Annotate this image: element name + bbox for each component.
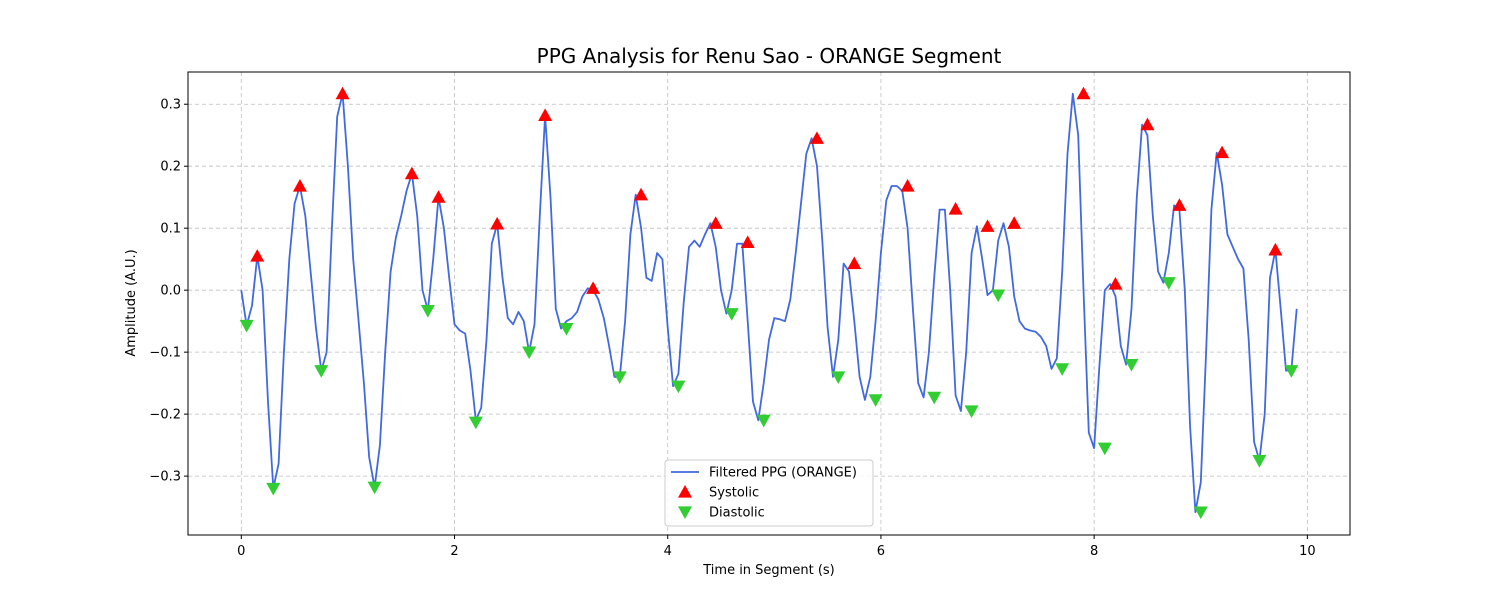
diastolic-trough-marker	[522, 346, 537, 360]
systolic-peak-marker	[1007, 216, 1022, 229]
systolic-peak-marker	[292, 179, 307, 192]
systolic-peak-marker	[900, 179, 915, 192]
systolic-peak-marker	[948, 201, 963, 215]
legend: Filtered PPG (ORANGE) Systolic Diastolic	[664, 459, 874, 527]
ppg-line-layer	[240, 92, 1298, 513]
legend-box	[664, 459, 874, 527]
systolic-peak-marker	[740, 235, 755, 249]
diastolic-trough-marker	[239, 319, 254, 333]
y-tick-label: 0.0	[160, 284, 181, 299]
diastolic-trough-marker	[266, 482, 281, 496]
legend-entry-label: Diastolic	[709, 506, 765, 521]
diastolic-trough-marker	[1097, 442, 1112, 456]
y-axis-label: Amplitude (A.U.)	[124, 249, 139, 356]
y-tick-label: −0.1	[149, 346, 181, 361]
diastolic-trough-marker	[927, 391, 942, 405]
systolic-peak-marker	[431, 190, 446, 203]
diastolic-trough-marker	[868, 394, 883, 407]
y-tick-label: −0.3	[149, 470, 181, 485]
diastolic-trough-marker	[1161, 277, 1176, 290]
diastolic-trough-marker	[367, 481, 382, 495]
diastolic-trough-marker	[1284, 365, 1299, 378]
x-tick-label: 8	[1090, 544, 1098, 559]
systolic-peak-marker	[335, 86, 350, 100]
ppg-signal-line	[240, 92, 1298, 513]
systolic-peak-marker	[1268, 242, 1283, 256]
legend-entry-label: Systolic	[709, 486, 759, 501]
diastolic-trough-marker	[1124, 358, 1139, 372]
systolic-peak-marker	[1108, 276, 1123, 290]
systolic-peak-marker	[490, 216, 505, 230]
legend-diastolic-swatch	[678, 506, 692, 519]
x-tick-label: 6	[877, 544, 885, 559]
systolic-peak-marker	[250, 249, 265, 262]
diastolic-trough-marker	[314, 365, 329, 378]
diastolic-trough-marker	[559, 323, 574, 336]
legend-systolic-swatch	[678, 485, 692, 498]
diastolic-trough-marker	[1193, 506, 1208, 520]
systolic-peak-marker	[1172, 198, 1187, 211]
diastolic-trough-marker	[468, 416, 483, 430]
systolic-peak-marker	[634, 187, 649, 201]
y-tick-label: 0.2	[160, 160, 181, 175]
x-axis-label: Time in Segment (s)	[702, 563, 834, 578]
x-tick-label: 10	[1299, 544, 1316, 559]
systolic-peak-marker	[847, 256, 862, 270]
x-tick-label: 4	[664, 544, 672, 559]
systolic-peak-marker	[1215, 145, 1230, 159]
x-tick-label: 2	[450, 544, 458, 559]
systolic-peak-marker	[538, 108, 553, 121]
diastolic-trough-marker	[1252, 455, 1267, 468]
diastolic-trough-marker	[756, 414, 771, 428]
systolic-peak-marker	[404, 166, 419, 180]
diastolic-trough-marker	[964, 405, 979, 419]
diastolic-trough-marker	[831, 371, 846, 384]
systolic-peak-marker	[1076, 86, 1091, 100]
diastolic-trough-marker	[612, 371, 627, 384]
systolic-peak-marker	[809, 131, 824, 144]
diastolic-trough-marker	[1055, 363, 1070, 376]
axis-ticks: 0 2 4 6 8 10 −0.3 −0.2 −0.1 0.0 0.1 0.2 0.3	[149, 98, 1315, 559]
y-tick-label: 0.3	[160, 98, 181, 113]
y-tick-label: 0.1	[160, 222, 181, 237]
systolic-peak-marker	[1140, 117, 1155, 131]
diastolic-trough-marker	[991, 289, 1006, 303]
legend-entry-label: Filtered PPG (ORANGE)	[709, 466, 857, 481]
systolic-peak-marker	[708, 216, 723, 229]
systolic-peak-marker	[586, 281, 601, 294]
chart-title: PPG Analysis for Renu Sao - ORANGE Segme…	[537, 44, 1002, 68]
diastolic-trough-marker	[724, 308, 739, 321]
diastolic-trough-marker	[420, 305, 435, 318]
plot-area-frame	[187, 71, 1351, 536]
x-tick-label: 0	[237, 544, 245, 559]
peak-marker-layer	[239, 86, 1299, 520]
systolic-peak-marker	[980, 219, 995, 232]
y-tick-label: −0.2	[149, 408, 181, 423]
diastolic-trough-marker	[671, 380, 686, 394]
